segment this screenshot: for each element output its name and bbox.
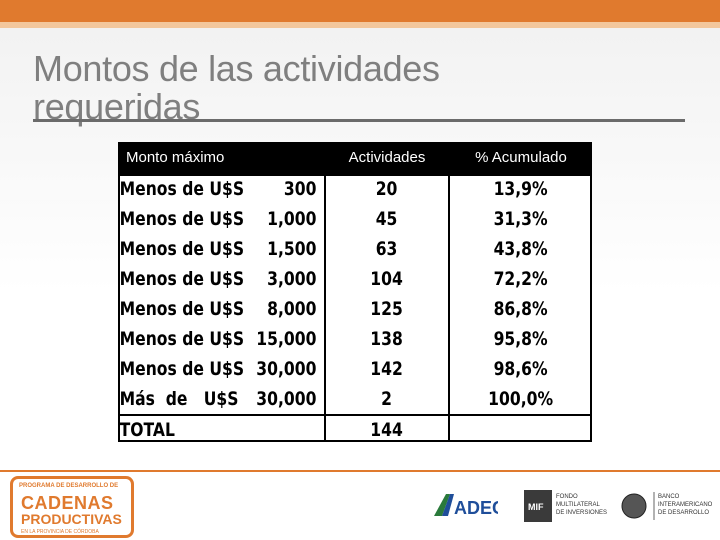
row-actividades: 20	[375, 178, 398, 200]
cadenas-logo-caption: EN LA PROVINCIA DE CÓRDOBA	[21, 529, 99, 535]
row-label: Menos de U$S	[119, 208, 245, 230]
row-amount: 8,000	[267, 298, 317, 320]
row-actividades: 104	[370, 268, 403, 290]
bid-text-line: INTERAMERICANO	[658, 502, 713, 508]
fomin-mark-text: MIF	[528, 502, 544, 512]
row-label: Menos de U$S	[119, 268, 245, 290]
table-row: Más de U$S 30,000 2 100,0%	[118, 388, 553, 418]
fomin-logo: MIF FONDO MULTILATERAL DE INVERSIONES	[524, 490, 607, 522]
row-acumulado: 72,2%	[493, 268, 548, 290]
table-body	[118, 176, 592, 442]
row-label: Menos de U$S	[119, 358, 245, 380]
slide-title: Montos de las actividades requeridas	[33, 48, 440, 127]
fomin-text-line: MULTILATERAL	[556, 502, 600, 508]
row-acumulado: 98,6%	[493, 358, 548, 380]
row-acumulado: 31,3%	[493, 208, 548, 230]
cadenas-logo-small-text: PROGRAMA DE DESARROLLO DE	[19, 483, 119, 489]
table-row: Menos de U$S 300 20 13,9%	[118, 178, 548, 208]
header-acumulado: % Acumulado	[475, 149, 567, 166]
bid-globe-icon	[622, 494, 646, 518]
header-monto-maximo: Monto máximo	[126, 149, 225, 166]
row-acumulado: 95,8%	[493, 328, 548, 350]
row-actividades: 138	[370, 328, 403, 350]
cadenas-logo-subtitle: PRODUCTIVAS	[21, 511, 122, 527]
top-accent-bar	[0, 0, 720, 22]
row-actividades: 125	[370, 298, 403, 320]
row-actividades: 45	[375, 208, 398, 230]
row-amount: 30,000	[256, 388, 317, 410]
cadenas-logo-title: CADENAS	[21, 493, 114, 513]
bid-globe-outline-icon	[621, 493, 647, 519]
row-acumulado: 13,9%	[493, 178, 548, 200]
row-amount: 300	[283, 178, 317, 200]
fomin-text-line: DE INVERSIONES	[556, 510, 607, 516]
bid-text-line: BANCO	[658, 494, 680, 500]
row-actividades: 63	[375, 238, 398, 260]
total-row: TOTAL 144	[118, 419, 507, 449]
table-row: Menos de U$S 1,000 45 31,3%	[118, 208, 548, 238]
header-actividades: Actividades	[348, 149, 426, 166]
row-label: Menos de U$S	[119, 298, 245, 320]
row-label: Menos de U$S	[119, 238, 245, 260]
row-acumulado: 86,8%	[493, 298, 548, 320]
row-actividades: 2	[381, 388, 392, 410]
row-amount: 1,000	[267, 208, 317, 230]
row-label: Menos de U$S	[119, 328, 245, 350]
table-row: Menos de U$S 3,000 104 72,2%	[118, 268, 548, 298]
bid-logo: BANCO INTERAMERICANO DE DESARROLLO	[621, 492, 714, 520]
fomin-logo-text: FONDO MULTILATERAL DE INVERSIONES	[556, 494, 607, 516]
column-divider-1	[324, 176, 326, 442]
row-label: Menos de U$S	[119, 178, 245, 200]
bid-text-line: DE DESARROLLO	[658, 510, 709, 516]
column-divider-2	[448, 176, 450, 442]
row-amount: 1,500	[267, 238, 317, 260]
table-bottom-border	[118, 440, 592, 442]
footer-rule	[0, 470, 720, 472]
row-amount: 30,000	[256, 358, 317, 380]
row-actividades: 142	[370, 358, 403, 380]
row-amount: 3,000	[267, 268, 317, 290]
top-accent-stripe	[0, 22, 720, 28]
row-acumulado: 100,0%	[488, 388, 554, 410]
table-header-row	[118, 142, 592, 176]
total-divider	[118, 414, 592, 416]
adec-logo-mark-2	[442, 494, 454, 516]
title-underline	[33, 119, 685, 122]
cadenas-productivas-logo: PROGRAMA DE DESARROLLO DE CADENAS PRODUC…	[10, 476, 134, 538]
row-acumulado: 43,8%	[493, 238, 548, 260]
table-row: Menos de U$S 8,000 125 86,8%	[118, 298, 548, 328]
total-label: TOTAL	[119, 419, 175, 441]
table-row: Menos de U$S 15,000 138 95,8%	[118, 328, 548, 358]
bid-logo-text: BANCO INTERAMERICANO DE DESARROLLO	[658, 494, 714, 516]
table-row: Menos de U$S 30,000 142 98,6%	[118, 358, 548, 388]
fomin-text-line: FONDO	[556, 494, 578, 500]
adec-logo-mark	[434, 494, 450, 516]
table-row: Menos de U$S 1,500 63 43,8%	[118, 238, 548, 268]
row-amount: 15,000	[256, 328, 317, 350]
total-actividades: 144	[370, 419, 403, 441]
row-label: Más de U$S	[119, 388, 239, 410]
fomin-logo-mark	[524, 490, 552, 522]
